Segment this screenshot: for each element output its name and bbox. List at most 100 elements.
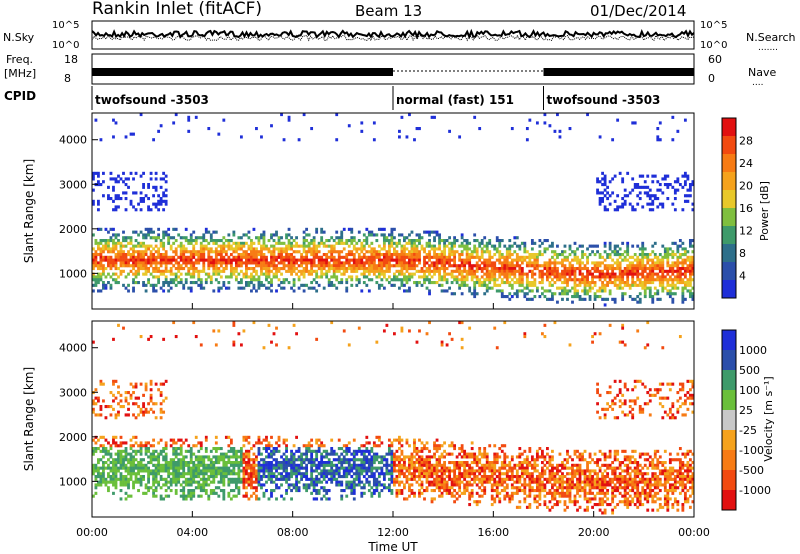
heatmap-cell [377,244,381,248]
heatmap-cell [398,461,401,465]
heatmap-cell [525,281,529,285]
heatmap-cell [330,253,334,257]
heatmap-cell [641,247,645,251]
heatmap-cell [671,253,675,257]
heatmap-cell [438,244,441,248]
heatmap-cell [310,477,314,481]
heatmap-cell [277,255,281,259]
heatmap-cell [232,272,236,276]
heatmap-cell [548,272,552,276]
heatmap-cell [187,466,191,470]
heatmap-cell [603,303,607,307]
heatmap-cell [189,480,193,484]
heatmap-cell [234,244,238,248]
heatmap-cell [99,264,103,268]
heatmap-cell [686,188,690,192]
heatmap-cell [285,466,288,470]
heatmap-cell [586,261,589,265]
heatmap-cell [387,255,391,259]
heatmap-cell [352,497,356,501]
heatmap-cell [563,244,567,248]
heatmap-cell [493,247,497,251]
heatmap-cell [212,472,216,476]
heatmap-cell [169,244,173,248]
heatmap-cell [345,466,349,470]
heatmap-cell [408,461,411,465]
heatmap-cell [114,396,118,400]
heatmap-cell [139,255,143,259]
heatmap-cell [332,452,336,456]
heatmap-cell [681,258,685,262]
heatmap-cell [114,458,118,462]
heatmap-cell [413,261,416,265]
heatmap-cell [102,239,105,243]
heatmap-cell [179,241,183,245]
heatmap-cell [312,236,316,240]
heatmap-cell [144,264,148,268]
heatmap-cell [134,402,138,406]
heatmap-cell [548,281,552,285]
heatmap-cell [483,250,487,254]
heatmap-cell [405,278,409,282]
heatmap-cell [337,447,341,451]
heatmap-cell [242,472,246,476]
heatmap-cell [648,286,652,290]
heatmap-cell [352,258,356,262]
heatmap-cell [197,236,201,240]
heatmap-cell [169,281,173,285]
heatmap-cell [224,452,228,456]
heatmap-cell [538,250,542,254]
heatmap-cell [267,466,271,470]
heatmap-cell [157,441,161,445]
heatmap-cell [606,264,610,268]
heatmap-cell [229,489,233,493]
heatmap-cell [282,241,286,245]
heatmap-cell [144,447,148,451]
heatmap-cell [393,278,396,282]
heatmap-cell [192,272,196,276]
heatmap-cell [300,244,303,248]
heatmap-cell [448,250,451,254]
heatmap-cell [162,399,166,403]
heatmap-cell [92,247,95,251]
heatmap-cell [488,239,492,243]
heatmap-cell [292,283,296,287]
heatmap-cell [418,275,421,279]
colorbar-frame [721,117,737,299]
heatmap-cell [676,244,680,248]
heatmap-cell [149,452,153,456]
heatmap-cell [164,233,168,237]
heatmap-cell [149,455,153,459]
heatmap-cell [483,244,487,248]
heatmap-cell [229,447,233,451]
heatmap-cell [508,247,512,251]
heatmap-cell [661,289,665,293]
heatmap-cell [255,261,258,265]
heatmap-cell [132,469,135,473]
heatmap-cell [616,208,620,212]
heatmap-cell [643,264,647,268]
heatmap-cell [312,486,316,490]
heatmap-cell [355,264,359,268]
heatmap-cell [478,281,482,285]
heatmap-cell [242,438,246,442]
heatmap-cell [548,297,552,301]
heatmap-cell [352,269,356,273]
heatmap-cell [257,239,261,243]
heatmap-cell [260,258,263,262]
heatmap-cell [247,267,251,271]
heatmap-cell [551,278,554,282]
heatmap-cell [493,275,497,279]
heatmap-cell [608,264,612,268]
heatmap-cell [114,208,118,212]
heatmap-cell [144,441,148,445]
heatmap-cell [678,269,682,273]
heatmap-cell [177,233,181,237]
heatmap-cell [448,255,451,259]
heatmap-cell [194,115,198,119]
heatmap-cell [440,258,444,262]
heatmap-cell [598,295,602,299]
heatmap-cell [337,258,341,262]
heatmap-cell [209,472,213,476]
heatmap-cell [202,261,206,265]
